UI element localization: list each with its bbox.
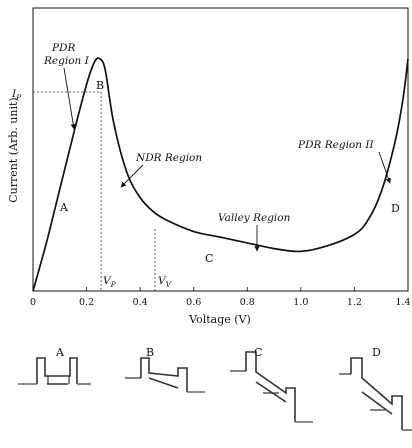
band-diagram-a: A: [18, 346, 91, 385]
pdr-region-1-label-line2: Region I: [43, 55, 90, 67]
x-tick-label: 1.2: [347, 297, 362, 308]
x-axis-ticks: 0 0.2 0.4 0.6 0.8 1.0 1.2 1.4: [30, 287, 411, 308]
ip-label: IP: [11, 88, 22, 102]
band-diagram-b-label: B: [146, 346, 154, 359]
valley-region-label: Valley Region: [218, 212, 291, 224]
plot-frame: [32, 7, 409, 292]
curve-label-d: D: [391, 202, 400, 215]
pdr-region-1-arrow: [63, 67, 76, 130]
x-tick-label: 0: [30, 297, 36, 308]
iv-curve: [32, 57, 409, 292]
x-tick-label: 0.2: [79, 297, 94, 308]
band-diagram-d: D: [339, 346, 412, 431]
band-diagram-c: C: [230, 346, 313, 423]
pdr-region-1-label-line1: PDR: [51, 42, 75, 54]
band-diagram-b: B: [125, 346, 205, 393]
x-tick-label: 0.6: [186, 297, 201, 308]
ndr-region-arrow: [120, 164, 144, 188]
x-tick-label: 0.4: [133, 297, 148, 308]
x-tick-label: 1.0: [293, 297, 308, 308]
x-tick-label: 1.4: [395, 297, 410, 308]
y-axis-title: Current (Arb. unit): [7, 97, 20, 202]
ndr-region-label: NDR Region: [135, 152, 202, 164]
vp-label: VP: [103, 275, 117, 289]
curve-label-a: A: [59, 201, 69, 214]
vp-subscript: P: [110, 280, 117, 289]
vv-label: VV: [158, 275, 173, 289]
x-axis-title: Voltage (V): [188, 313, 251, 326]
x-tick-label: 0.8: [240, 297, 255, 308]
band-diagram-d-label: D: [372, 346, 381, 359]
pdr-region-2-label: PDR Region II: [297, 139, 374, 151]
pdr-region-2-arrow: [378, 151, 391, 184]
ip-subscript: P: [15, 93, 22, 102]
band-diagram-c-label: C: [254, 346, 262, 359]
curve-label-c: C: [205, 252, 213, 265]
band-diagram-a-label: A: [55, 346, 65, 359]
vv-subscript: V: [166, 280, 173, 289]
curve-label-b: B: [96, 79, 104, 92]
